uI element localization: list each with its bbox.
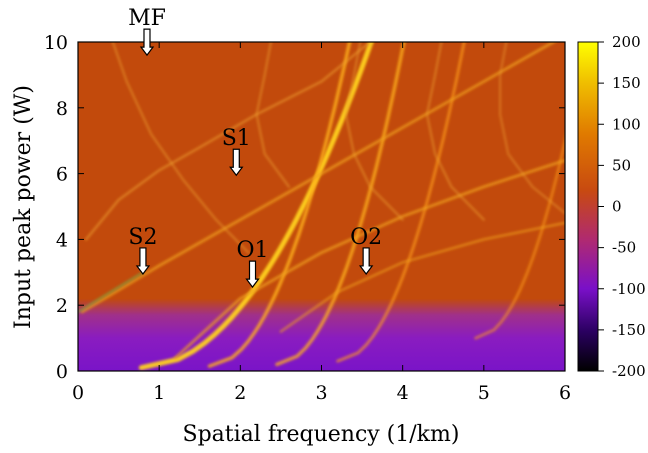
y-tick-label: 6 <box>56 164 68 186</box>
ridge-line <box>173 158 565 360</box>
y-tick-label: 8 <box>56 98 68 120</box>
y-tick-label: 10 <box>44 32 68 54</box>
ridge-line <box>84 42 373 241</box>
x-tick-label: 4 <box>397 382 409 404</box>
spectral-ridges <box>78 42 565 371</box>
y-axis-ticks: 0 2 4 6 8 10 <box>44 32 565 383</box>
ridge-line <box>78 271 144 313</box>
colorbar-tick-label: 100 <box>612 115 641 133</box>
x-axis-title: Spatial frequency (1/km) <box>183 422 460 447</box>
colorbar-tick-label: -100 <box>612 280 646 298</box>
y-axis-title: Input peak power (W) <box>11 85 36 329</box>
x-tick-label: 2 <box>234 382 246 404</box>
ridge-line <box>279 221 565 333</box>
colorbar-tick-label: -150 <box>612 321 646 339</box>
ridge-line <box>474 134 565 340</box>
down-arrow-icon <box>139 28 155 57</box>
ridge-line <box>138 42 374 371</box>
down-arrow-icon <box>358 247 374 275</box>
annotation-label: O2 <box>350 225 382 250</box>
colorbar-tick-label: -200 <box>612 362 646 380</box>
ridge-line <box>207 42 352 368</box>
x-tick-label: 6 <box>559 382 571 404</box>
plot-background <box>78 42 565 371</box>
down-arrow-icon <box>229 148 244 177</box>
x-tick-label: 5 <box>478 382 490 404</box>
colorbar-tick-label: 50 <box>612 156 631 174</box>
x-axis-ticks: 0 1 2 3 4 5 6 <box>72 42 571 404</box>
annotation-label: O1 <box>236 238 268 263</box>
ridge-line <box>425 42 485 221</box>
ridge-line <box>80 42 557 314</box>
down-arrow-icon <box>135 247 151 275</box>
colorbar-tick-label: 200 <box>612 33 641 51</box>
x-tick-label: 1 <box>153 382 165 404</box>
colorbar-tick-label: 0 <box>612 198 622 216</box>
y-tick-label: 0 <box>56 361 68 383</box>
annotation-label: S2 <box>128 225 157 250</box>
colorbar <box>577 41 599 372</box>
ridge-line <box>255 42 291 188</box>
ridge-line <box>336 42 466 363</box>
annotation-label: S1 <box>222 126 251 151</box>
x-tick-label: 3 <box>315 382 327 404</box>
colorbar-tick-label: -50 <box>612 239 636 257</box>
x-tick-label: 0 <box>72 382 84 404</box>
y-tick-label: 2 <box>56 295 68 317</box>
colorbar-ticks: 200 150 100 50 0 -50 -100 -150 -200 <box>598 33 646 380</box>
ridge-line <box>344 42 404 221</box>
colorbar-tick-label: 150 <box>612 74 641 92</box>
ridge-line <box>111 42 250 254</box>
annotations: MF S1 S2 O1 O2 <box>128 6 382 289</box>
annotation-label: MF <box>128 6 166 31</box>
y-tick-label: 4 <box>56 229 68 251</box>
down-arrow-icon <box>245 260 260 289</box>
ridge-line <box>275 42 406 367</box>
ridge-line <box>499 42 565 215</box>
